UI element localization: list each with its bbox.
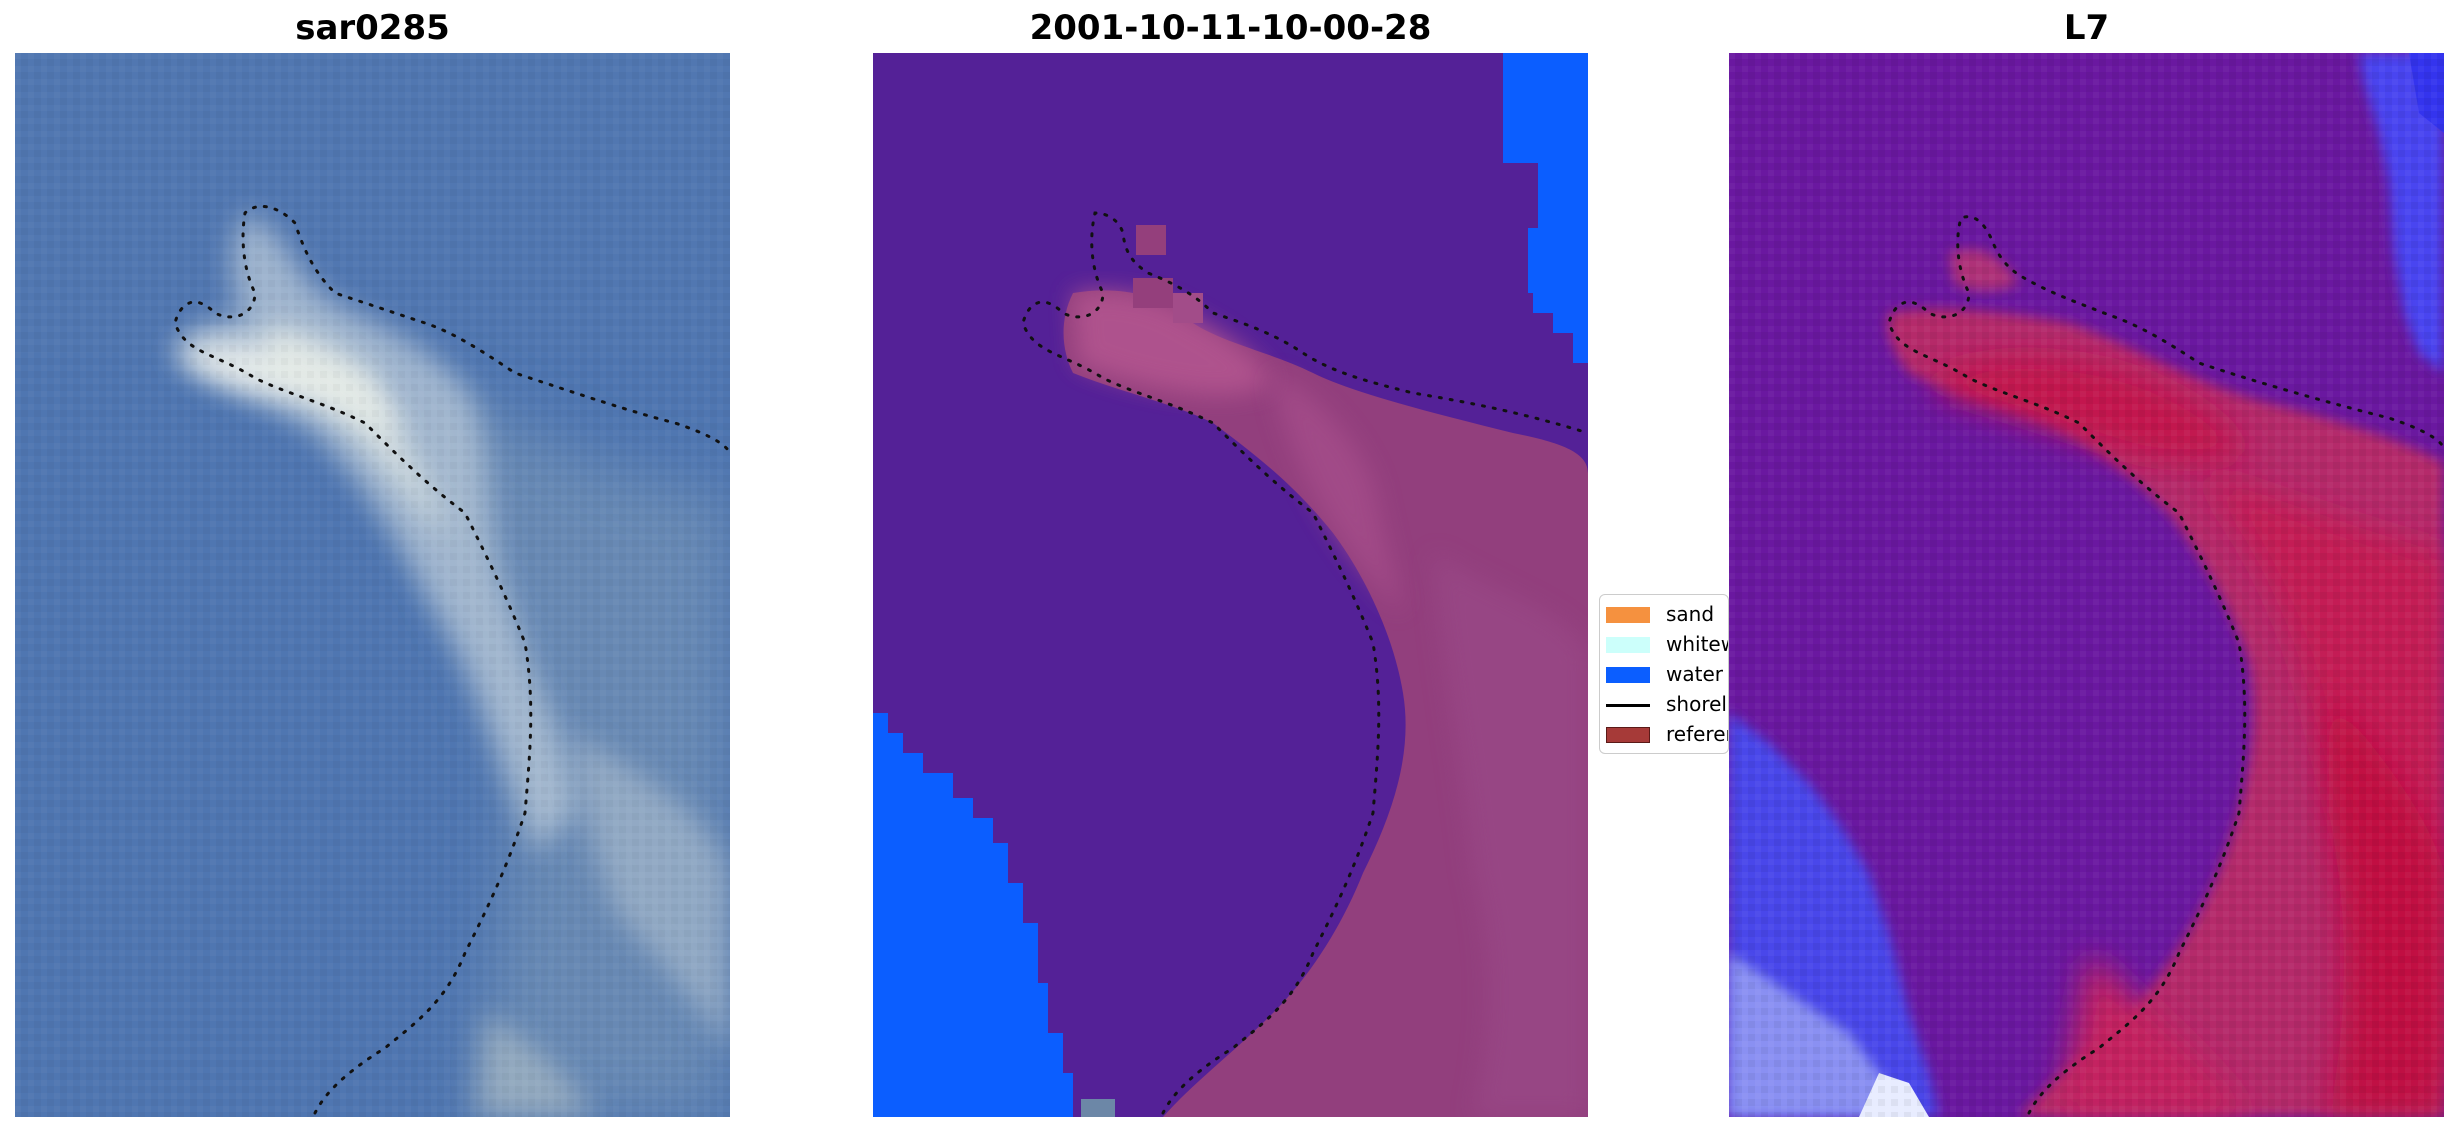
sand-swatch-icon — [1606, 607, 1650, 623]
shoreline-line-icon — [1606, 704, 1650, 707]
legend-label: reference shoreline — [1666, 722, 1728, 746]
classified-panel — [873, 53, 1588, 1117]
legend-label: shoreline — [1666, 692, 1728, 716]
classified-image — [873, 53, 1588, 1117]
legend-label: water — [1666, 662, 1723, 686]
legend-label: sand — [1666, 602, 1715, 626]
legend-item-water: water — [1600, 659, 1728, 689]
water-swatch-icon — [1606, 667, 1650, 683]
legend-item-reference-shoreline: reference shoreline — [1600, 719, 1728, 749]
satellite-rgb-panel — [15, 53, 730, 1117]
panel-title-classified: 2001-10-11-10-00-28 — [1029, 8, 1432, 48]
satellite-rgb-image — [15, 53, 730, 1117]
reference-shoreline-swatch-icon — [1606, 727, 1650, 743]
index-panel — [1729, 53, 2444, 1117]
mndwi-image — [1729, 53, 2444, 1117]
panel-title-rgb: sar0285 — [295, 8, 450, 48]
panel-title-index: L7 — [2063, 8, 2110, 48]
legend-item-sand: sand — [1600, 599, 1728, 629]
legend-item-shoreline: shoreline — [1600, 689, 1728, 719]
whitewater-swatch-icon — [1606, 637, 1650, 653]
